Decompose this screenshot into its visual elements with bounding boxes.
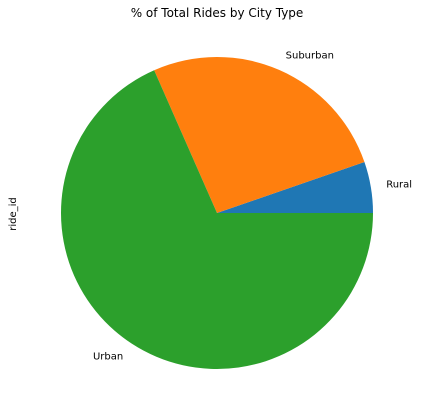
pie-label-urban: Urban xyxy=(93,352,123,363)
pie-label-suburban: Suburban xyxy=(286,51,334,62)
chart-title: % of Total Rides by City Type xyxy=(131,6,304,20)
pie-label-rural: Rural xyxy=(386,180,412,191)
y-axis-label: ride_id xyxy=(8,197,19,231)
pie-slices xyxy=(61,57,373,369)
